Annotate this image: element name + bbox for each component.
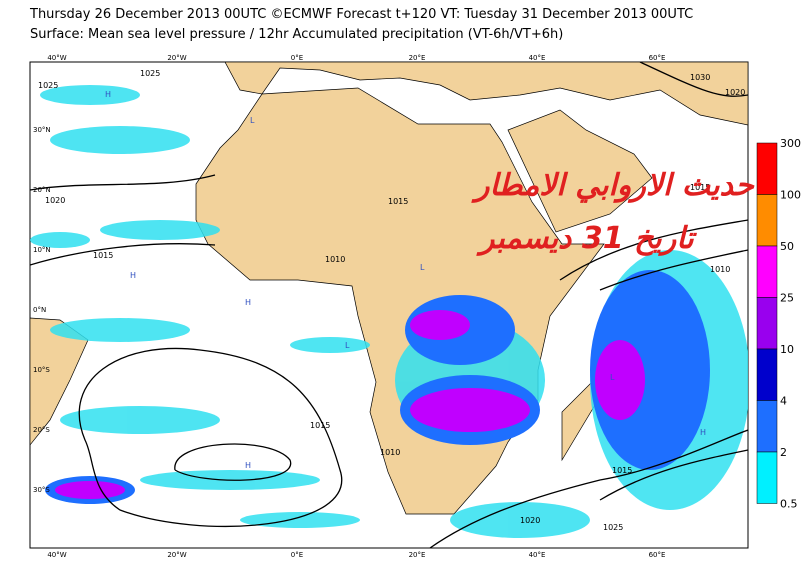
land-arabia <box>507 109 653 233</box>
colorbar-label: 25 <box>780 292 794 305</box>
colorbar-segment <box>756 297 778 350</box>
axis-labels: 40°W 40°W 20°W 20°W 0°E 0°E 20°E 20°E 40°E 40°E 60… <box>33 54 665 559</box>
low-marker: L <box>420 263 425 272</box>
lon-label-bottom: 20°W <box>167 551 186 559</box>
isobar-label: 1010 <box>710 265 730 274</box>
lat-label: 30°S <box>33 486 50 494</box>
isobar-label: 1030 <box>690 73 710 82</box>
colorbar-label: 10 <box>780 343 794 356</box>
overlay-line-2: تاريخ 31 ديسمبر <box>476 221 697 256</box>
isobar-label: 1025 <box>603 523 623 532</box>
isobar-label: 1025 <box>140 69 160 78</box>
low-marker: L <box>250 116 255 125</box>
lat-label: 10°S <box>33 366 50 374</box>
lat-label: 20°N <box>33 186 51 194</box>
lon-label-top: 40°E <box>529 54 546 62</box>
isobar-label: 1020 <box>45 196 65 205</box>
land-south-america <box>30 317 89 446</box>
isobar <box>78 347 343 527</box>
colorbar-label: 4 <box>780 395 787 408</box>
colorbar-segment <box>756 194 778 247</box>
isobar <box>559 219 748 281</box>
isobar <box>174 443 292 481</box>
lat-label: 10°N <box>33 246 51 254</box>
lon-label-top: 40°W <box>47 54 66 62</box>
colorbar-segment <box>756 245 778 298</box>
lon-label-bottom: 0°E <box>291 551 303 559</box>
lat-label: 30°N <box>33 126 51 134</box>
isobar-label: 1015 <box>690 183 710 192</box>
isobar-label: 1020 <box>520 516 540 525</box>
isobar-label: 1010 <box>380 448 400 457</box>
isobar <box>599 449 748 501</box>
colorbar-segment <box>756 451 778 504</box>
lon-label-bottom: 40°E <box>529 551 546 559</box>
isobar <box>599 249 748 291</box>
low-marker: L <box>610 373 615 382</box>
lon-label-top: 20°W <box>167 54 186 62</box>
land-europe-asia <box>224 62 748 126</box>
colorbar-label: 2 <box>780 446 787 459</box>
colorbar-segment <box>756 348 778 401</box>
low-marker: L <box>345 341 350 350</box>
isobar-label: 1010 <box>325 255 345 264</box>
precip-heavy <box>55 310 645 499</box>
colorbar-label: 100 <box>780 189 801 202</box>
colorbar: 300 100 50 25 10 4 2 0.5 <box>756 137 801 511</box>
lat-label: 0°N <box>33 306 46 314</box>
pressure-centers: H H H L L L H H L <box>105 90 706 470</box>
isobar-label: 1015 <box>388 197 408 206</box>
isobar <box>30 243 216 266</box>
colorbar-label: 0.5 <box>780 498 798 511</box>
isobar <box>30 174 216 191</box>
title: Thursday 26 December 2013 00UTC ©ECMWF F… <box>29 7 693 22</box>
lon-label-bottom: 20°E <box>409 551 426 559</box>
subtitle: Surface: Mean sea level pressure / 12hr … <box>30 27 563 42</box>
colorbar-label: 300 <box>780 137 801 150</box>
high-marker: H <box>245 298 251 307</box>
isobar-label: 1015 <box>310 421 330 430</box>
high-marker: H <box>245 461 251 470</box>
colorbar-label: 50 <box>780 240 794 253</box>
isobar-label: 1015 <box>612 466 632 475</box>
lon-label-top: 0°E <box>291 54 303 62</box>
isobar <box>639 62 748 97</box>
high-marker: H <box>130 271 136 280</box>
lon-label-top: 60°E <box>649 54 666 62</box>
colorbar-segment <box>756 400 778 453</box>
isobar-label: 1015 <box>93 251 113 260</box>
isobar-label: 1020 <box>725 88 745 97</box>
high-marker: H <box>105 90 111 99</box>
high-marker: H <box>700 428 706 437</box>
overlay-line-1: حديث الاروابي الامطار <box>471 168 755 203</box>
lon-label-top: 20°E <box>409 54 426 62</box>
isobar-label: 1025 <box>38 81 58 90</box>
lon-label-bottom: 40°W <box>47 551 66 559</box>
colorbar-segment <box>756 142 778 195</box>
lat-label: 20°S <box>33 426 50 434</box>
isobar <box>429 429 748 548</box>
lon-label-bottom: 60°E <box>649 551 666 559</box>
isobar-labels: 1025 1025 1020 1015 1010 1015 1010 1015 … <box>38 69 745 532</box>
map <box>29 61 749 549</box>
